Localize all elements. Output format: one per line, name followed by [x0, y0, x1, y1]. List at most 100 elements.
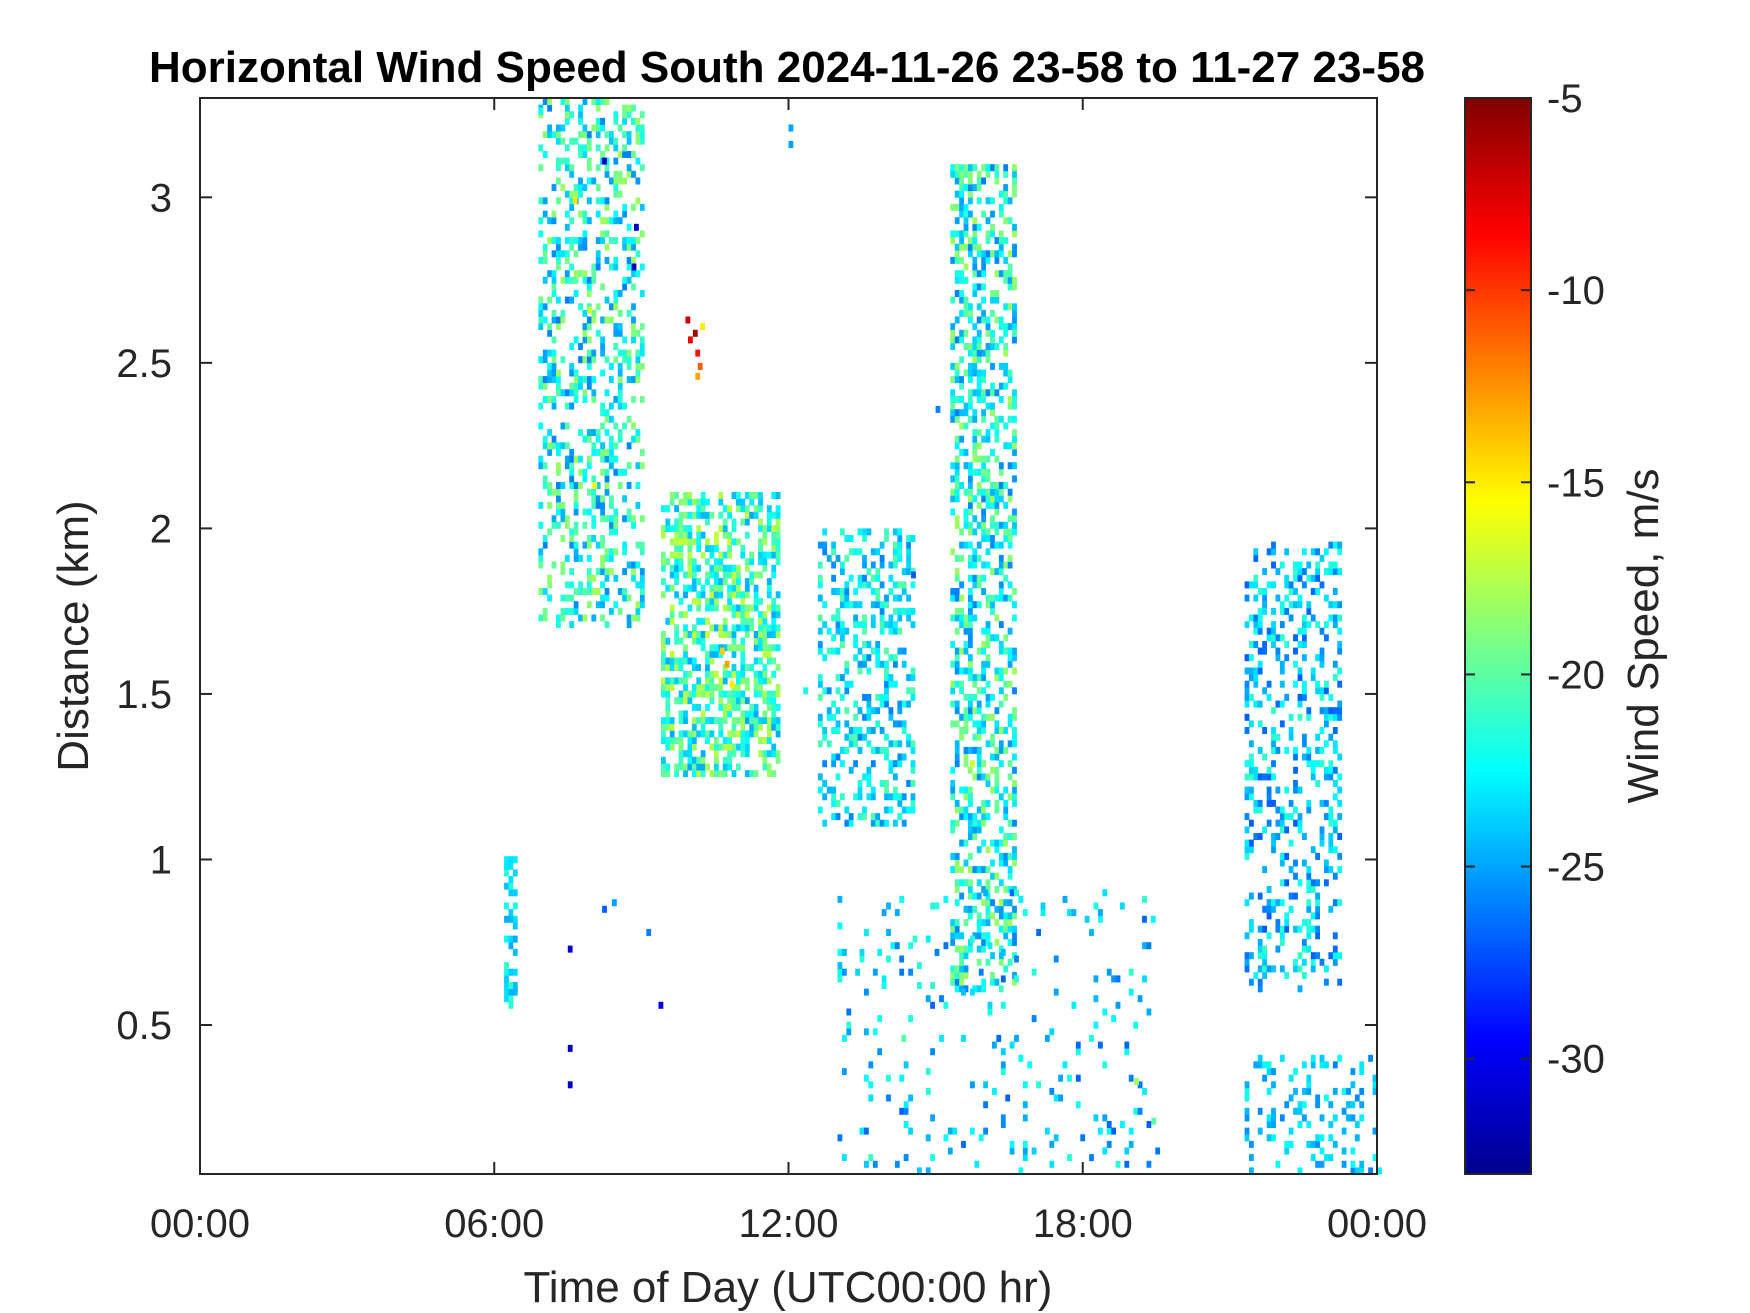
heatmap-cell	[1093, 975, 1099, 983]
heatmap-cell	[848, 766, 854, 774]
heatmap-cell	[1253, 806, 1259, 814]
heatmap-cell	[1293, 925, 1298, 933]
heatmap-cell	[985, 402, 991, 410]
heatmap-cell	[954, 409, 960, 417]
heatmap-cell	[1306, 601, 1312, 609]
heatmap-cell	[875, 601, 881, 609]
heatmap-cell	[954, 230, 960, 238]
heatmap-cell	[1134, 1078, 1139, 1085]
heatmap-cell	[985, 323, 991, 331]
heatmap-cell	[578, 237, 583, 245]
heatmap-cell	[848, 548, 854, 556]
heatmap-cell	[622, 117, 627, 125]
heatmap-cell	[775, 511, 781, 519]
heatmap-cell	[976, 501, 982, 509]
heatmap-cell	[963, 462, 969, 470]
heatmap-cell	[862, 773, 867, 781]
heatmap-cell	[1337, 899, 1343, 907]
heatmap-cell	[617, 124, 623, 132]
heatmap-cell	[976, 488, 982, 496]
heatmap-cell	[884, 793, 889, 801]
heatmap-cell	[639, 462, 645, 470]
heatmap-cell	[1279, 965, 1285, 973]
heatmap-cell	[1067, 1154, 1072, 1162]
heatmap-cell	[674, 531, 679, 539]
heatmap-cell	[879, 614, 885, 622]
heatmap-cell	[753, 505, 759, 513]
heatmap-cell	[586, 462, 592, 470]
heatmap-cell	[687, 697, 693, 705]
heatmap-cell	[987, 942, 993, 950]
heatmap-cell	[1102, 1114, 1108, 1122]
heatmap-cell	[959, 270, 964, 278]
heatmap-cell	[771, 770, 777, 778]
heatmap-cell	[972, 548, 978, 556]
heatmap-cell	[542, 435, 548, 443]
heatmap-cell	[978, 968, 984, 976]
heatmap-cell	[564, 442, 570, 450]
heatmap-cell	[1319, 746, 1325, 754]
heatmap-cell	[822, 727, 828, 734]
heatmap-cell	[959, 422, 964, 430]
heatmap-cell	[893, 554, 898, 562]
heatmap-cell	[963, 223, 969, 231]
heatmap-cell	[700, 551, 706, 559]
heatmap-cell	[572, 197, 578, 205]
heatmap-cell	[573, 389, 579, 397]
heatmap-cell	[613, 184, 619, 192]
heatmap-cell	[578, 614, 583, 622]
heatmap-cell	[727, 591, 732, 599]
heatmap-cell	[547, 574, 552, 582]
heatmap-cell	[775, 703, 781, 711]
heatmap-cell	[994, 164, 1000, 172]
heatmap-cell	[538, 316, 544, 324]
heatmap-cell	[994, 846, 1000, 854]
heatmap-cell	[718, 564, 724, 572]
heatmap-cell	[906, 614, 911, 622]
heatmap-cell	[1007, 925, 1013, 933]
heatmap-cell	[582, 475, 588, 483]
heatmap-cell	[595, 601, 601, 609]
heatmap-cell	[831, 727, 836, 734]
heatmap-cell	[976, 336, 982, 344]
x-tick-label: 18:00	[1033, 1202, 1133, 1246]
heatmap-cell	[740, 644, 746, 652]
heatmap-cell	[954, 859, 960, 867]
heatmap-cell	[981, 727, 986, 734]
x-tick-label: 12:00	[738, 1202, 838, 1246]
heatmap-cell	[1354, 1134, 1360, 1142]
heatmap-cell	[1244, 958, 1250, 966]
heatmap-cell	[775, 624, 781, 632]
heatmap-cell	[998, 190, 1004, 198]
heatmap-cell	[1306, 919, 1312, 927]
heatmap-cell	[744, 677, 750, 685]
heatmap-cell	[963, 713, 969, 721]
heatmap-cell	[908, 942, 913, 950]
heatmap-cell	[1315, 680, 1320, 688]
heatmap-cell	[504, 962, 509, 970]
heatmap-cell	[981, 720, 986, 728]
heatmap-cell	[775, 756, 781, 764]
heatmap-cell	[631, 614, 636, 622]
heatmap-cell	[899, 895, 905, 903]
heatmap-cell	[866, 707, 872, 715]
heatmap-cell	[981, 641, 986, 648]
heatmap-cell	[613, 574, 619, 582]
heatmap-cell	[954, 243, 960, 251]
heatmap-cell	[1306, 707, 1312, 715]
heatmap-cell	[994, 435, 1000, 443]
heatmap-cell	[508, 909, 514, 917]
heatmap-cell	[753, 710, 759, 718]
heatmap-cell	[753, 770, 759, 778]
heatmap-cell	[968, 362, 973, 370]
heatmap-cell	[994, 482, 1000, 489]
heatmap-cell	[1332, 952, 1338, 960]
heatmap-cell	[950, 170, 956, 178]
heatmap-cell	[954, 554, 960, 562]
heatmap-cell	[622, 422, 627, 430]
heatmap-cell	[604, 515, 610, 523]
heatmap-cell	[709, 591, 715, 599]
heatmap-cell	[950, 826, 956, 834]
heatmap-cell	[556, 462, 561, 470]
heatmap-cell	[1302, 614, 1307, 622]
